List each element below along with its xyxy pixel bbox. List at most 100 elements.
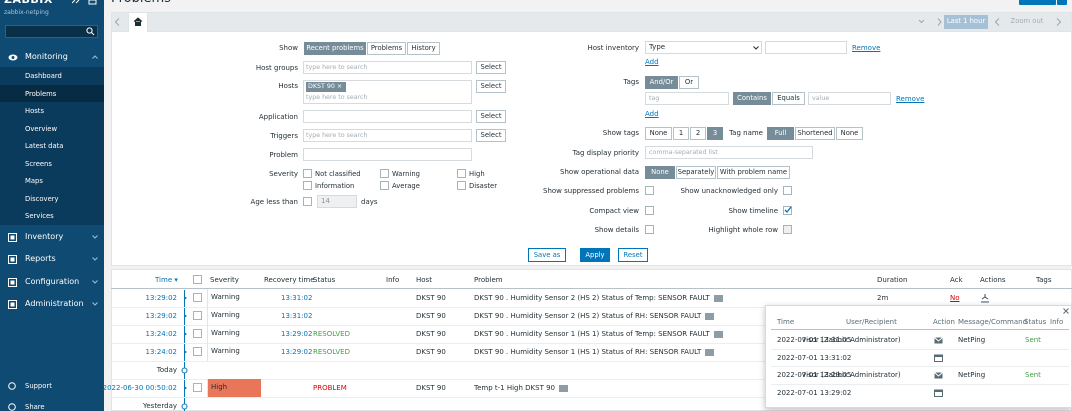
recovery-time[interactable]: 13:31:02 (281, 312, 313, 320)
problem-info-icon[interactable] (705, 312, 715, 320)
checkbox[interactable] (193, 275, 202, 284)
footer-item[interactable]: Share (25, 403, 45, 411)
checkbox[interactable] (457, 169, 466, 178)
segment-button[interactable]: With problem name (717, 166, 790, 179)
segment-button[interactable]: None (645, 127, 672, 140)
segment-button[interactable]: Separately (676, 166, 716, 179)
segment-button[interactable]: Equals (772, 92, 805, 105)
checkbox[interactable] (193, 329, 202, 338)
select-button[interactable]: Select (476, 110, 506, 123)
severity-option[interactable]: Information (315, 182, 355, 190)
segment-button[interactable]: 2 (690, 127, 706, 140)
recovery-time[interactable]: 13:29:02 (281, 330, 313, 338)
menu-section[interactable]: Configuration (25, 277, 80, 286)
add-link[interactable]: Add (645, 58, 659, 66)
menu-section[interactable]: Monitoring (25, 52, 68, 61)
checkbox[interactable] (380, 169, 389, 178)
host[interactable]: DKST 90 (416, 384, 446, 392)
checkbox[interactable] (303, 197, 312, 206)
inventory-select[interactable]: Type (645, 41, 762, 54)
checkbox[interactable] (380, 181, 389, 190)
host[interactable]: DKST 90 (416, 294, 446, 302)
problem-time[interactable]: 2022-06-30 00:50:02 (102, 384, 177, 392)
severity-option[interactable]: Disaster (469, 182, 498, 190)
tag-input[interactable]: tag (645, 92, 729, 105)
menu-item[interactable]: Overview (25, 124, 57, 133)
add-link[interactable]: Add (645, 110, 659, 118)
segment-button[interactable]: 1 (673, 127, 689, 140)
menu-item[interactable]: Screens (25, 159, 52, 168)
checkbox[interactable] (645, 186, 654, 195)
severity-option[interactable]: Average (392, 182, 420, 190)
problem[interactable]: DKST 90 . Humidity Sensor 2 (HS 2) Statu… (474, 312, 702, 320)
header-button[interactable] (1019, 0, 1056, 5)
header-button[interactable] (1057, 0, 1067, 5)
select-button[interactable]: Select (476, 61, 506, 74)
menu-section[interactable]: Inventory (25, 232, 64, 241)
problem-time[interactable]: 13:29:02 (145, 294, 177, 302)
segment-button[interactable]: Or (679, 76, 699, 89)
checkbox[interactable] (645, 205, 654, 215)
problem-info-icon[interactable] (713, 330, 723, 338)
input[interactable] (303, 110, 472, 123)
segment-button[interactable]: Recent problems (304, 42, 366, 55)
host[interactable]: DKST 90 (416, 348, 446, 356)
problem-info-icon[interactable] (705, 348, 715, 356)
checkbox[interactable] (783, 186, 792, 195)
problem[interactable]: DKST 90 . Humidity Sensor 1 (HS 1) Statu… (474, 330, 710, 338)
menu-item[interactable]: Dashboard (25, 72, 62, 80)
checkbox[interactable] (645, 225, 654, 234)
checkbox[interactable] (193, 347, 202, 356)
period-button[interactable]: Last 1 hour (944, 15, 988, 29)
host[interactable]: DKST 90 (416, 312, 446, 320)
age-input[interactable]: 14 (317, 195, 357, 208)
problem-time[interactable]: 13:24:02 (145, 348, 177, 356)
menu-item[interactable]: Latest data (25, 142, 64, 150)
segment-button[interactable]: 3 (707, 127, 723, 140)
problem-info-icon[interactable] (558, 384, 568, 392)
menu-item[interactable]: Discovery (25, 194, 59, 203)
severity-option[interactable]: Warning (392, 170, 420, 178)
checkbox[interactable] (783, 225, 792, 234)
problem-time[interactable]: 13:24:02 (145, 330, 177, 338)
filter-button[interactable]: Save as (528, 248, 566, 262)
filter-button[interactable]: Reset (618, 248, 648, 262)
input[interactable] (303, 61, 472, 74)
filter-button[interactable]: Apply (580, 248, 610, 262)
search-input[interactable] (5, 25, 98, 38)
ack[interactable]: No (950, 294, 960, 302)
problem[interactable]: DKST 90 . Humidity Sensor 2 (HS 2) Statu… (474, 294, 710, 302)
checkbox[interactable] (303, 181, 312, 190)
checkbox[interactable] (193, 311, 202, 320)
recovery-time[interactable]: 13:31:02 (281, 294, 313, 302)
host[interactable]: DKST 90 (416, 330, 446, 338)
severity-option[interactable]: High (469, 170, 485, 178)
zoom-out[interactable]: Zoom out (1010, 17, 1044, 25)
recovery-time[interactable]: 13:29:02 (281, 348, 313, 356)
input[interactable] (303, 148, 472, 161)
select-button[interactable]: Select (476, 129, 506, 142)
segment-button[interactable]: And/Or (645, 76, 678, 89)
host-chip[interactable]: DKST 90 × (306, 82, 346, 92)
remove-link[interactable]: Remove (896, 95, 925, 103)
problem-time[interactable]: 13:29:02 (145, 312, 177, 320)
column-header[interactable]: Time ▾ (155, 276, 178, 284)
menu-section[interactable]: Reports (25, 254, 56, 263)
checkbox[interactable] (193, 383, 202, 392)
menu-item[interactable]: Services (25, 212, 54, 220)
priority-input[interactable]: comma-separated list (645, 146, 813, 159)
menu-item[interactable]: Maps (25, 177, 43, 185)
checkbox[interactable] (193, 293, 202, 302)
problem-info-icon[interactable] (713, 294, 723, 302)
segment-button[interactable]: Contains (733, 92, 771, 105)
segment-button[interactable]: Shortened (795, 127, 835, 140)
segment-button[interactable]: None (645, 166, 675, 179)
problem[interactable]: DKST 90 . Humidity Sensor 1 (HS 1) Statu… (474, 348, 702, 356)
footer-item[interactable]: Support (25, 382, 52, 390)
input[interactable] (303, 129, 472, 142)
menu-item[interactable]: Problems (25, 89, 57, 98)
severity-option[interactable]: Not classified (315, 170, 361, 178)
menu-item[interactable]: Hosts (25, 107, 45, 115)
input[interactable] (765, 41, 847, 54)
remove-link[interactable]: Remove (852, 44, 881, 52)
